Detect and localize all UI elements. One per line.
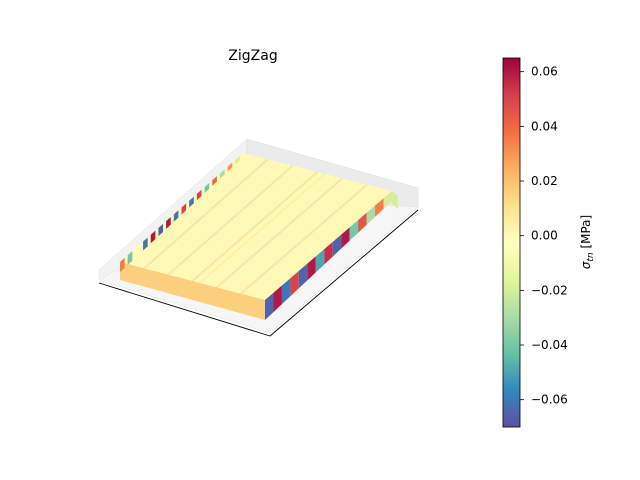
edge-column bbox=[375, 198, 384, 217]
slab-cell-division bbox=[143, 158, 269, 270]
colorbar-label: σtn [MPa] bbox=[579, 215, 596, 269]
edge-column bbox=[120, 257, 125, 272]
edge-column bbox=[235, 155, 240, 165]
colorbar-tick-label: 0.00 bbox=[531, 229, 558, 243]
edge-column bbox=[212, 176, 217, 186]
edge-columns-left bbox=[120, 155, 240, 272]
edge-column bbox=[366, 205, 376, 225]
colorbar-tick-label: 0.06 bbox=[531, 65, 558, 79]
y-axis-line bbox=[269, 209, 419, 337]
edge-column bbox=[358, 212, 367, 233]
edge-column bbox=[143, 237, 148, 251]
edge-column bbox=[383, 191, 392, 209]
colorbar: −0.06 −0.04 −0.02 0.00 0.02 0.04 0.06 σtn [MPa… bbox=[502, 57, 596, 428]
edge-column bbox=[158, 223, 164, 237]
slab-front-face bbox=[120, 262, 265, 320]
slab-cell-division bbox=[216, 177, 343, 289]
edge-column bbox=[349, 220, 359, 241]
edge-column bbox=[227, 162, 233, 172]
colorbar-tick-label: −0.04 bbox=[531, 338, 568, 352]
edge-column bbox=[332, 234, 342, 257]
edge-column bbox=[127, 251, 133, 265]
slab-surface bbox=[120, 153, 392, 320]
edge-column bbox=[265, 292, 274, 320]
colorbar-tick-label: −0.06 bbox=[531, 393, 568, 407]
edge-column bbox=[189, 196, 194, 208]
edge-column bbox=[181, 203, 187, 215]
edge-column bbox=[196, 189, 202, 201]
colorbar-tick-label: 0.04 bbox=[531, 119, 558, 133]
chart-title: ZigZag bbox=[228, 48, 277, 64]
colorbar-gradient bbox=[502, 57, 521, 428]
slab-cell-division bbox=[191, 171, 319, 282]
x-axis-line bbox=[98, 282, 271, 337]
edge-column bbox=[135, 244, 140, 258]
edge-column bbox=[166, 217, 171, 229]
edge-column bbox=[324, 241, 333, 265]
colorbar-tick-label: −0.02 bbox=[531, 283, 568, 297]
edge-column bbox=[219, 169, 225, 179]
edge-column bbox=[315, 249, 325, 273]
edge-column bbox=[173, 210, 179, 222]
edge-column bbox=[392, 191, 398, 209]
edge-column bbox=[273, 285, 282, 313]
edge-column bbox=[298, 263, 308, 289]
edge-column bbox=[204, 182, 210, 193]
edge-column bbox=[281, 278, 291, 305]
slab-cell-division bbox=[167, 164, 294, 276]
edge-columns-front bbox=[265, 191, 398, 320]
edge-column bbox=[290, 270, 299, 297]
colorbar-ticks: −0.06 −0.04 −0.02 0.00 0.02 0.04 0.06 bbox=[520, 65, 568, 407]
slab-cell-division bbox=[199, 173, 326, 284]
edge-column bbox=[150, 230, 156, 244]
edge-column bbox=[341, 227, 350, 249]
colorbar-tick-label: 0.02 bbox=[531, 174, 558, 188]
edge-column bbox=[307, 256, 316, 281]
slab-cell-division bbox=[240, 183, 368, 295]
